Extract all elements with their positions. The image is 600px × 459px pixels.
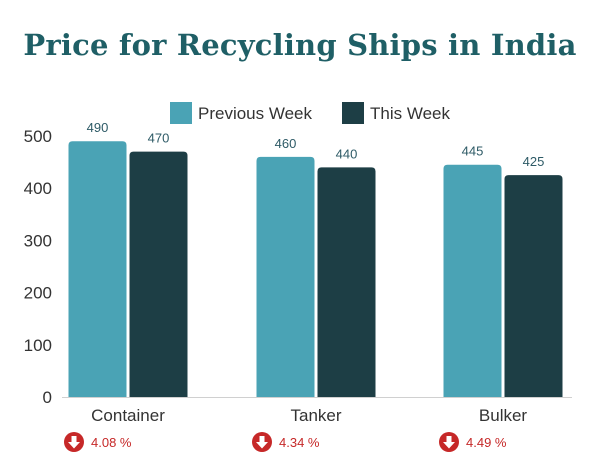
percent-change-label: 4.08 % bbox=[91, 435, 132, 450]
down-arrow-glyph bbox=[443, 436, 455, 449]
data-label: 440 bbox=[336, 146, 358, 161]
data-label: 425 bbox=[523, 154, 545, 169]
down-arrow-glyph bbox=[68, 436, 80, 449]
y-tick-label: 200 bbox=[24, 284, 52, 303]
bar-this-week bbox=[317, 167, 376, 397]
bar-previous-week bbox=[443, 164, 502, 397]
x-tick-label: Bulker bbox=[479, 406, 528, 425]
legend-swatch bbox=[170, 102, 192, 124]
percent-change-label: 4.34 % bbox=[279, 435, 320, 450]
percent-change-label: 4.49 % bbox=[466, 435, 507, 450]
legend-swatch bbox=[342, 102, 364, 124]
data-label: 460 bbox=[275, 136, 297, 151]
bar-previous-week bbox=[256, 156, 315, 397]
bar-previous-week bbox=[68, 141, 127, 397]
bar-this-week bbox=[129, 151, 188, 397]
legend-label: Previous Week bbox=[198, 104, 313, 123]
chart-title: Price for Recycling Ships in India bbox=[23, 28, 577, 62]
y-tick-label: 100 bbox=[24, 336, 52, 355]
legend-label: This Week bbox=[370, 104, 450, 123]
down-arrow-glyph bbox=[256, 436, 268, 449]
bar-this-week bbox=[504, 175, 563, 397]
y-tick-label: 0 bbox=[43, 388, 52, 407]
y-tick-label: 400 bbox=[24, 179, 52, 198]
data-label: 445 bbox=[462, 144, 484, 159]
data-label: 470 bbox=[148, 131, 170, 146]
x-tick-label: Tanker bbox=[290, 406, 341, 425]
y-tick-label: 300 bbox=[24, 231, 52, 250]
x-tick-label: Container bbox=[91, 406, 165, 425]
y-tick-label: 500 bbox=[24, 127, 52, 146]
data-label: 490 bbox=[87, 120, 109, 135]
